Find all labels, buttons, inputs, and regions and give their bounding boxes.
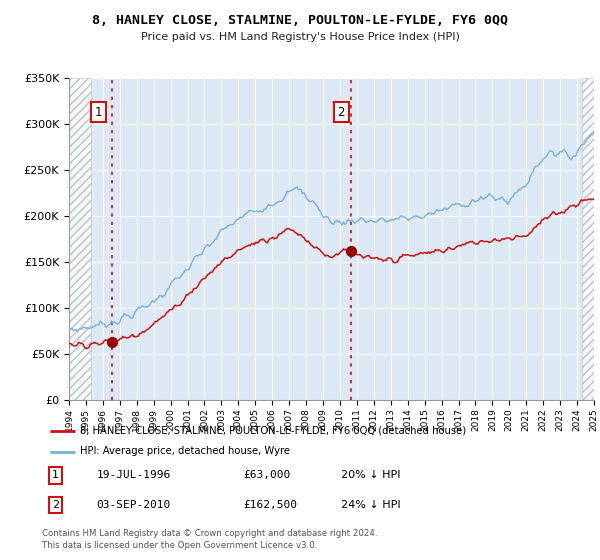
Text: 2: 2 bbox=[337, 106, 345, 119]
Text: 1: 1 bbox=[95, 106, 102, 119]
Text: 19-JUL-1996: 19-JUL-1996 bbox=[97, 470, 170, 480]
Text: 8, HANLEY CLOSE, STALMINE, POULTON-LE-FYLDE, FY6 0QQ (detached house): 8, HANLEY CLOSE, STALMINE, POULTON-LE-FY… bbox=[80, 426, 466, 436]
Text: 20% ↓ HPI: 20% ↓ HPI bbox=[341, 470, 400, 480]
Text: This data is licensed under the Open Government Licence v3.0.: This data is licensed under the Open Gov… bbox=[42, 541, 317, 550]
Text: Price paid vs. HM Land Registry's House Price Index (HPI): Price paid vs. HM Land Registry's House … bbox=[140, 32, 460, 43]
Text: HPI: Average price, detached house, Wyre: HPI: Average price, detached house, Wyre bbox=[80, 446, 290, 456]
Text: 03-SEP-2010: 03-SEP-2010 bbox=[97, 500, 170, 510]
Text: £63,000: £63,000 bbox=[243, 470, 290, 480]
Text: 24% ↓ HPI: 24% ↓ HPI bbox=[341, 500, 400, 510]
Text: £162,500: £162,500 bbox=[243, 500, 297, 510]
Text: 2: 2 bbox=[52, 500, 59, 510]
Text: 1: 1 bbox=[52, 470, 59, 480]
Text: Contains HM Land Registry data © Crown copyright and database right 2024.: Contains HM Land Registry data © Crown c… bbox=[42, 530, 377, 539]
Text: 8, HANLEY CLOSE, STALMINE, POULTON-LE-FYLDE, FY6 0QQ: 8, HANLEY CLOSE, STALMINE, POULTON-LE-FY… bbox=[92, 14, 508, 27]
